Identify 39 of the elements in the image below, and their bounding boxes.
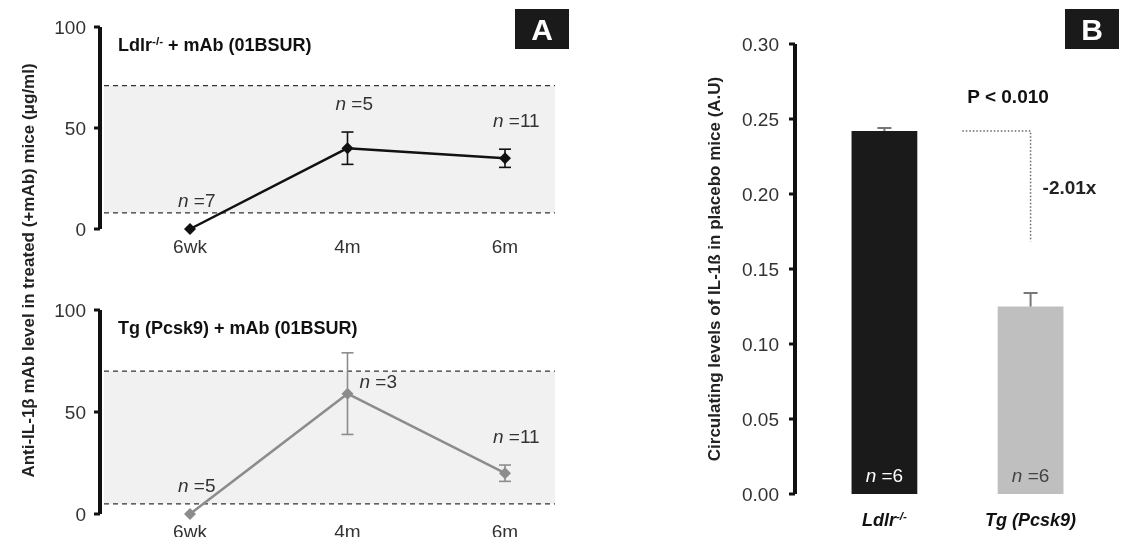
annotation: n =5 bbox=[178, 475, 216, 496]
annotation: -2.01x bbox=[1042, 177, 1097, 199]
y-tick-label: 100 bbox=[54, 17, 86, 38]
y-tick-label: 0 bbox=[75, 219, 86, 240]
y-tick-label: 0.15 bbox=[742, 259, 779, 280]
y-tick-label: 100 bbox=[54, 300, 86, 321]
chart-title: Tg (Pcsk9) + mAb (01BSUR) bbox=[118, 318, 358, 338]
y-tick-label: 50 bbox=[64, 118, 86, 139]
annotation: n =11 bbox=[493, 110, 540, 132]
x-tick-label: 6m bbox=[491, 236, 519, 257]
annotation: n =6 bbox=[1011, 465, 1050, 486]
point bbox=[341, 142, 354, 155]
x-tick-label: Ldlr$^{-/-}$ bbox=[861, 508, 908, 530]
point bbox=[184, 508, 196, 520]
y-tick-label: 0.00 bbox=[742, 484, 779, 505]
annotation: n =7 bbox=[178, 190, 216, 211]
chart-title: Ldlr$^{-/-}$ + mAb (01BSUR) bbox=[118, 33, 312, 55]
annotation: B bbox=[1081, 13, 1103, 46]
annotation: P < 0.010 bbox=[967, 86, 1049, 107]
x-tick-label: 4m bbox=[334, 236, 361, 257]
y-tick-label: 0.10 bbox=[742, 334, 779, 355]
y-axis-title: Anti-IL-1β mAb level in treated (+mAb) mice (μg/ml) bbox=[19, 63, 38, 478]
x-tick-label: Tg (Pcsk9) bbox=[985, 510, 1077, 530]
annotation: n =3 bbox=[359, 370, 398, 392]
annotation: n =5 bbox=[335, 93, 374, 115]
y-tick-label: 0.05 bbox=[742, 409, 779, 430]
annotation: n =6 bbox=[865, 465, 904, 486]
y-tick-label: 0.25 bbox=[742, 109, 779, 130]
annotation: n =11 bbox=[493, 426, 540, 448]
x-tick-label: 6wk bbox=[173, 236, 208, 257]
point bbox=[341, 387, 354, 400]
point bbox=[184, 223, 196, 235]
point bbox=[499, 152, 511, 165]
y-tick-label: 0.30 bbox=[742, 34, 779, 55]
y-axis-title: Circulating levels of IL-1ß in placebo mice (A.U) bbox=[705, 76, 724, 462]
y-tick-label: 0 bbox=[75, 504, 86, 525]
annotation: A bbox=[531, 13, 553, 46]
y-tick-label: 50 bbox=[64, 402, 86, 423]
y-tick-label: 0.20 bbox=[742, 184, 779, 205]
